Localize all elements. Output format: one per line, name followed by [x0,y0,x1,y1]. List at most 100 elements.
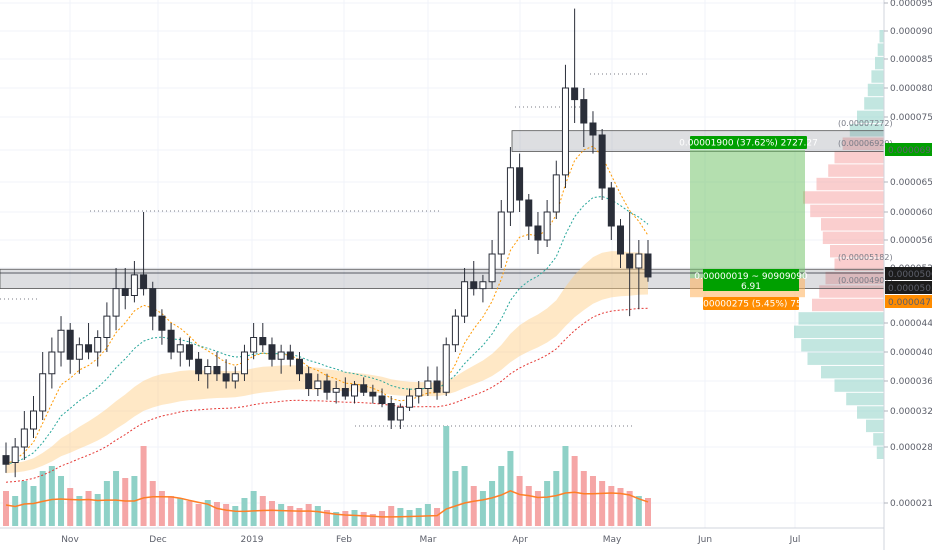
price-tick-label: 0.00004400 [890,319,932,329]
price-tick-label: 0.00002150 [890,499,932,509]
candle-body [103,315,111,338]
candle-body [130,274,138,296]
center-label-line2: 6.91 [741,282,761,292]
volume-bar [122,478,129,526]
candle [286,344,294,367]
candle [571,8,579,123]
price-tick-label: 0.00004000 [890,348,932,358]
candle-body [461,281,469,317]
candle [598,129,606,200]
time-tick-label: Dec [149,535,166,545]
overlay-labels: 0.00001900 (37.62%) 2727.27 0.00000019 ~ … [679,119,893,310]
candle-body [378,395,386,404]
volume-bar [580,471,587,526]
candle [378,388,386,408]
candle [204,359,212,389]
volume-profile-bar [871,70,884,83]
volume-bar [223,504,230,526]
candle-body [277,351,285,360]
volume-bar [424,504,431,526]
range-label: (0.00007272) [838,119,893,128]
candle [635,240,643,310]
volume-bar [461,466,468,526]
candle-body [149,288,157,317]
candle [48,337,56,389]
candle [589,111,597,154]
volume-bar [140,446,147,526]
loss-label-text: 0.00000275 (5.45%) 750 [695,300,808,310]
volume-bar [516,476,523,526]
candle-body [598,134,606,189]
volume-bar [351,510,358,526]
candle [479,274,487,303]
time-tick-label: Mar [420,535,437,545]
price-badge-last_price-text: 0.00005069 [888,270,932,280]
time-axis[interactable]: Nov Dec 2019 Feb Mar Apr May Jun Jul [0,527,884,545]
volume-profile-bar [866,419,884,433]
price-badge-last_price [885,267,932,280]
volume-bar [626,491,633,526]
volume-bar [48,466,55,526]
candle-body [415,388,423,397]
candle-body [341,388,349,397]
ema-slow-line [5,307,649,483]
candle [616,219,624,268]
loss-label: 0.00000275 (5.45%) 750 [695,297,808,310]
volume-bar [94,494,101,526]
candle [94,330,102,367]
candle [424,366,432,396]
candle-body [259,337,267,346]
candle [158,309,166,345]
price-tick-label: 0.00005600 [890,236,932,246]
volume-bar [213,502,220,526]
volume-bar [452,471,459,526]
volume-profile-bar [803,191,884,204]
price-badge-stop-text: 0.00004775 [888,298,932,308]
candle-body [112,288,120,317]
volume-bar [498,466,505,526]
candle-body [488,253,496,283]
candle [85,323,93,360]
candle-body [94,337,102,353]
candle [2,442,10,473]
center-label-line1: 0.00000019 ~ 90909090 [694,272,808,282]
candle [497,200,505,268]
candle-body [543,211,551,241]
volume-bar [571,456,578,526]
volume-bar [635,496,642,526]
candle-body [369,391,377,397]
candle [626,212,634,317]
volume-profile-bar [821,218,884,231]
candle-body [167,329,175,353]
volume-profile [794,30,884,459]
candle-body [250,337,258,353]
candle [415,381,423,404]
candle-body [406,395,414,408]
volume-bar [324,510,330,526]
time-tick-label: Nov [61,535,79,545]
price-tick-label: 0.00006000 [890,208,932,218]
volume-profile-bar [801,339,884,352]
candle-body [387,403,395,421]
price-tick-label: 0.00007500 [890,113,932,123]
candle-body [286,351,294,360]
candle-body [20,428,28,448]
volume-profile-bar [834,150,884,164]
range-label: (0.00005182) [838,253,893,262]
candle [470,261,478,296]
candles[interactable] [2,8,652,478]
volume-bar [76,496,83,526]
candle-body [305,373,313,389]
profit-label-bg [690,136,807,149]
candle [103,302,111,352]
candle-body [589,122,597,136]
candle [341,377,349,400]
volume-bar [204,500,211,526]
volume-profile-bar [857,110,884,124]
profit-label-text: 0.00001900 (37.62%) 2727.27 [679,139,818,149]
candle [506,147,514,226]
price-axis[interactable]: 0.00009500 0.00009000 0.00008500 0.00008000… [883,0,932,550]
volume-bar [30,486,37,526]
volume-bar [479,491,486,526]
